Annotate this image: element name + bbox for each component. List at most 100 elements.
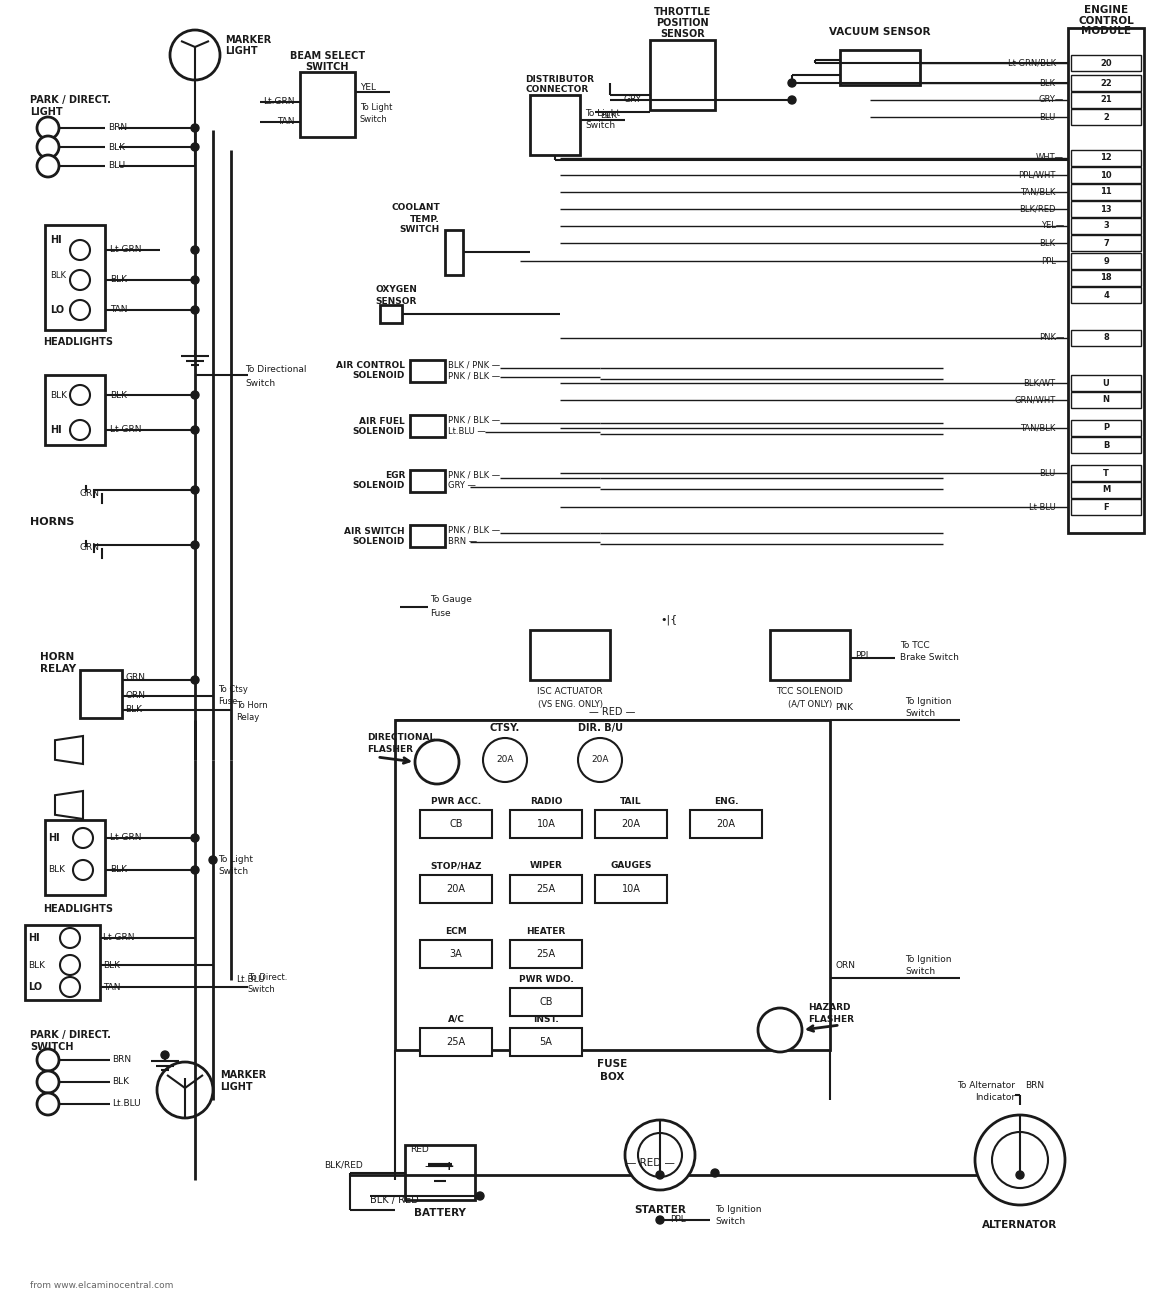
Text: FUSE: FUSE — [598, 1059, 628, 1068]
Circle shape — [161, 1052, 169, 1059]
Bar — [690, 809, 761, 838]
Bar — [1071, 92, 1140, 107]
Text: 22: 22 — [1100, 79, 1112, 88]
Text: BLU—: BLU— — [1039, 469, 1064, 478]
Text: Lt GRN: Lt GRN — [103, 934, 135, 943]
Bar — [1071, 330, 1140, 346]
Text: CONNECTOR: CONNECTOR — [525, 85, 589, 95]
Bar — [1071, 465, 1140, 480]
Text: BLU: BLU — [108, 162, 126, 171]
Text: To Light: To Light — [585, 109, 620, 118]
Circle shape — [70, 240, 90, 260]
Bar — [1071, 287, 1140, 303]
Bar — [380, 306, 402, 322]
Bar — [1071, 482, 1140, 499]
Bar — [420, 940, 492, 967]
Text: SOLENOID: SOLENOID — [353, 482, 406, 491]
Bar — [510, 1028, 582, 1055]
Text: BEAM SELECT: BEAM SELECT — [290, 51, 365, 61]
Text: TAN/BLK—: TAN/BLK— — [1021, 423, 1064, 433]
Bar — [1071, 376, 1140, 391]
Text: HI: HI — [28, 932, 39, 943]
Text: GRN: GRN — [79, 544, 100, 553]
Bar — [45, 376, 105, 445]
Text: ISC ACTUATOR: ISC ACTUATOR — [537, 688, 602, 697]
Text: 20A: 20A — [591, 755, 608, 764]
Text: BLK: BLK — [109, 865, 127, 874]
Text: HORNS: HORNS — [30, 517, 75, 527]
Text: PWR ACC.: PWR ACC. — [431, 796, 482, 805]
Bar — [1071, 436, 1140, 453]
Circle shape — [37, 117, 59, 139]
Text: AIR FUEL: AIR FUEL — [359, 417, 406, 426]
Circle shape — [655, 1171, 664, 1178]
Text: LIGHT: LIGHT — [220, 1083, 252, 1092]
Text: Relay: Relay — [236, 712, 259, 721]
Bar — [1071, 269, 1140, 286]
Text: GRY —: GRY — — [448, 482, 476, 491]
Circle shape — [37, 136, 59, 158]
Text: HI: HI — [48, 833, 60, 843]
Text: Switch: Switch — [218, 868, 248, 877]
Text: Switch: Switch — [248, 984, 275, 993]
Text: PPL: PPL — [855, 650, 871, 659]
Text: TAN/BLK—: TAN/BLK— — [1021, 188, 1064, 197]
Bar — [420, 1028, 492, 1055]
Text: GRN/WHT—: GRN/WHT— — [1015, 395, 1064, 404]
Text: ORN: ORN — [835, 961, 855, 970]
Bar — [1071, 184, 1140, 199]
Circle shape — [191, 866, 199, 874]
Text: STARTER: STARTER — [634, 1206, 685, 1215]
Text: 21: 21 — [1100, 96, 1112, 105]
Text: 18: 18 — [1100, 273, 1112, 282]
Bar — [1071, 218, 1140, 234]
Text: SWITCH: SWITCH — [400, 225, 440, 234]
Text: Lt.BLU —: Lt.BLU — — [448, 426, 486, 435]
Bar — [1071, 75, 1140, 91]
Text: 4: 4 — [1104, 290, 1109, 299]
Text: ECM: ECM — [445, 926, 467, 935]
Text: U: U — [1102, 378, 1109, 387]
Text: BLK: BLK — [108, 142, 126, 152]
Text: 2: 2 — [1104, 113, 1109, 122]
Circle shape — [191, 834, 199, 842]
Text: BLU—: BLU— — [1039, 113, 1064, 122]
Text: HI: HI — [50, 425, 61, 435]
Text: TAN: TAN — [278, 118, 295, 127]
Text: +: + — [444, 1160, 455, 1173]
Text: INST.: INST. — [533, 1014, 559, 1023]
Text: 20A: 20A — [497, 755, 514, 764]
Text: 20: 20 — [1100, 58, 1112, 67]
Text: 20A: 20A — [447, 884, 465, 894]
Text: LO: LO — [28, 982, 43, 992]
Bar — [840, 51, 920, 85]
Text: TAN: TAN — [103, 983, 121, 992]
Text: BATTERY: BATTERY — [414, 1208, 465, 1219]
Circle shape — [191, 486, 199, 493]
Text: SOLENOID: SOLENOID — [353, 536, 406, 545]
Text: BLK: BLK — [600, 110, 617, 119]
Text: BRN: BRN — [1025, 1080, 1044, 1089]
Text: 13: 13 — [1100, 205, 1112, 214]
Text: To TCC: To TCC — [900, 641, 930, 650]
Text: To Ignition: To Ignition — [905, 956, 952, 965]
Text: YEL: YEL — [359, 83, 376, 92]
Text: •|{: •|{ — [660, 615, 677, 625]
Circle shape — [60, 929, 79, 948]
Text: Indicator: Indicator — [975, 1093, 1015, 1102]
Text: Lt.GRN: Lt.GRN — [264, 97, 295, 106]
Text: LO: LO — [50, 306, 65, 315]
Text: TAIL: TAIL — [620, 796, 642, 805]
Circle shape — [191, 391, 199, 399]
Bar — [530, 629, 611, 680]
Text: N: N — [1102, 395, 1109, 404]
Circle shape — [992, 1132, 1048, 1188]
Text: BLK / PNK —: BLK / PNK — — [448, 360, 500, 369]
Text: 7: 7 — [1104, 238, 1109, 247]
Circle shape — [170, 30, 220, 80]
Text: T: T — [1104, 469, 1109, 478]
Circle shape — [37, 1049, 59, 1071]
Text: BRN: BRN — [108, 123, 127, 132]
Bar — [406, 1145, 475, 1200]
Text: Fuse: Fuse — [218, 698, 237, 707]
